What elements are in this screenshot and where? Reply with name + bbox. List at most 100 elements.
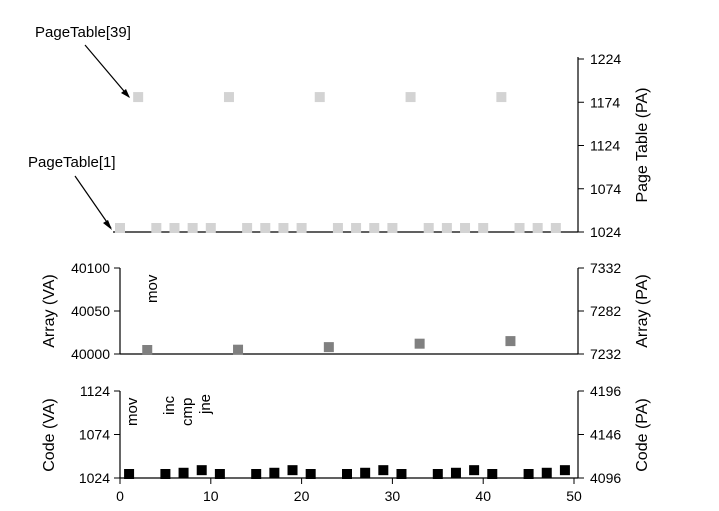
data-point [251,469,262,479]
data-point [305,469,316,479]
data-point [151,223,162,233]
annotation-array-mov: mov [144,274,161,303]
data-point [405,92,416,103]
pagetable-right-ticks: 1024 1074 1124 1174 1224 [578,51,621,240]
data-point [314,92,325,103]
array-right-ticks: 7232 7282 7332 [578,260,621,362]
data-point [233,344,244,355]
data-point [360,467,371,478]
data-point [287,465,298,476]
x-tick-label: 30 [385,488,401,504]
pagetable-panel: 1024 1074 1124 1174 1224 Page Table (PA) Pag… [28,24,651,240]
annotation-code-jne: jne [197,394,214,415]
data-point [178,467,189,478]
code-left-ylabel: Code (VA) [41,398,58,472]
data-point [460,223,471,233]
annotation-arrow-39 [84,44,130,98]
data-point [450,467,461,478]
left-tick-label: 1024 [79,470,110,486]
data-point [242,223,253,233]
data-point [423,223,434,233]
data-point [323,342,334,353]
pagetable-points [115,92,561,233]
data-point [532,223,543,233]
data-point [496,92,507,103]
code-right-ylabel: Code (PA) [634,398,651,472]
right-tick-label: 1224 [590,51,621,67]
annotation-code-mov: mov [124,397,141,426]
data-point [387,223,398,233]
data-point [169,223,180,233]
data-point [332,223,343,233]
data-point [342,469,352,479]
x-axis-ticks: 0 10 20 30 40 50 [116,478,582,504]
data-point [369,223,380,233]
data-point [396,469,407,479]
right-tick-label: 4196 [590,383,621,399]
x-tick-label: 50 [566,488,582,504]
data-point [115,223,125,233]
x-tick-label: 10 [203,488,219,504]
annotation-code-inc: inc [161,395,178,415]
data-point [469,465,480,476]
right-tick-label: 4146 [590,427,621,443]
pagetable-right-ylabel: Page Table (PA) [634,87,651,202]
data-point [124,469,135,479]
data-point [296,223,307,233]
annotation-pagetable-1: PageTable[1] [28,154,116,171]
data-point [378,465,389,476]
right-tick-label: 7282 [590,303,621,319]
right-tick-label: 1024 [590,224,621,240]
array-right-ylabel: Array (PA) [634,274,651,347]
data-point [514,223,525,233]
data-point [523,469,534,479]
array-left-ticks: 40000 40050 40100 [71,260,120,362]
right-tick-label: 7232 [590,346,621,362]
data-point [414,338,425,349]
left-tick-label: 40100 [71,260,110,276]
data-point [541,467,552,478]
left-tick-label: 1124 [80,383,110,399]
data-point [260,223,271,233]
data-point [160,469,171,479]
right-tick-label: 1124 [590,138,620,154]
data-point [505,336,516,347]
right-tick-label: 1074 [590,181,621,197]
right-tick-label: 1174 [590,94,620,110]
data-point [478,223,489,233]
annotation-arrow-1 [74,175,112,229]
x-tick-label: 0 [116,488,124,504]
data-point [441,223,452,233]
data-point [214,469,225,479]
data-point [133,92,144,103]
annotation-arrowhead-39 [121,89,130,98]
x-tick-label: 40 [475,488,491,504]
data-point [205,223,216,233]
annotation-code-cmp: cmp [179,398,196,426]
left-tick-label: 40050 [71,303,110,319]
data-point [269,467,280,478]
data-point [187,223,198,233]
data-point [432,469,443,479]
left-tick-label: 40000 [71,346,110,362]
left-tick-label: 1074 [79,427,110,443]
data-point [351,223,362,233]
code-right-ticks: 4096 4146 4196 [578,383,621,486]
array-points [142,336,516,355]
code-left-ticks: 1024 1074 1124 [79,383,120,486]
annotation-pagetable-39: PageTable[39] [35,24,131,41]
right-tick-label: 4096 [590,470,621,486]
right-tick-label: 7332 [590,260,621,276]
data-point [142,345,153,355]
data-point [278,223,289,233]
array-left-ylabel: Array (VA) [41,274,58,347]
code-points [124,465,570,479]
data-point [223,92,234,103]
x-tick-label: 20 [294,488,310,504]
annotation-arrowhead-1 [103,220,112,230]
data-point [550,223,561,233]
data-point [559,465,570,476]
data-point [487,469,498,479]
